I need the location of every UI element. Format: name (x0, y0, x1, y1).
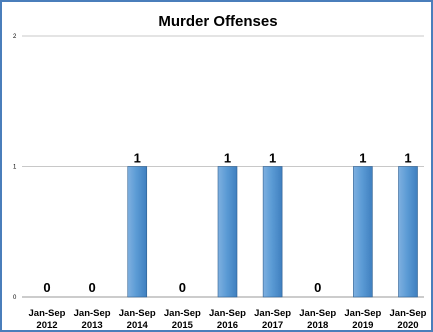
x-axis-ticks: Jan-Sep2012Jan-Sep2013Jan-Sep2014Jan-Sep… (29, 308, 427, 330)
y-tick-label: 0 (13, 295, 17, 301)
x-tick-label-line: 2013 (82, 320, 103, 330)
data-label: 0 (179, 280, 186, 295)
x-tick-label-line: 2020 (397, 320, 418, 330)
x-tick-label-line: Jan-Sep (390, 308, 427, 319)
data-label: 1 (224, 151, 231, 166)
bar (398, 166, 418, 298)
x-tick-label-line: Jan-Sep (119, 308, 156, 319)
bar (262, 166, 283, 298)
x-tick-label-line: 2012 (36, 320, 57, 330)
x-tick-label-line: Jan-Sep (164, 308, 201, 319)
y-tick-label: 2 (13, 34, 17, 40)
y-tick-label: 1 (13, 165, 17, 171)
data-labels: 0 0 1 0 1 1 0 1 1 (43, 151, 411, 296)
x-tick-label-line: 2018 (307, 320, 328, 330)
data-label: 1 (404, 151, 411, 166)
x-tick-label-line: Jan-Sep (209, 308, 246, 319)
x-tick-label-line: 2019 (352, 320, 373, 330)
bar (217, 166, 238, 298)
data-label: 1 (134, 151, 141, 166)
y-axis-ticks: 0 1 2 (13, 34, 17, 301)
data-label: 1 (269, 151, 276, 166)
data-label: 0 (43, 280, 50, 295)
x-tick-label-line: 2016 (217, 320, 238, 330)
data-label: 0 (314, 280, 321, 295)
x-tick-label-line: 2017 (262, 320, 283, 330)
x-tick-label-line: 2014 (127, 320, 149, 330)
x-tick-label-line: Jan-Sep (29, 308, 66, 319)
x-tick-label-line: Jan-Sep (254, 308, 291, 319)
chart-title: Murder Offenses (158, 13, 277, 30)
data-label: 1 (359, 151, 366, 166)
data-label: 0 (89, 280, 96, 295)
x-tick-label-line: 2015 (172, 320, 194, 330)
bar (127, 166, 148, 298)
x-tick-label-line: Jan-Sep (74, 308, 111, 319)
x-tick-label-line: Jan-Sep (299, 308, 336, 319)
x-tick-label-line: Jan-Sep (344, 308, 381, 319)
bar (353, 166, 373, 298)
bars (127, 166, 418, 298)
